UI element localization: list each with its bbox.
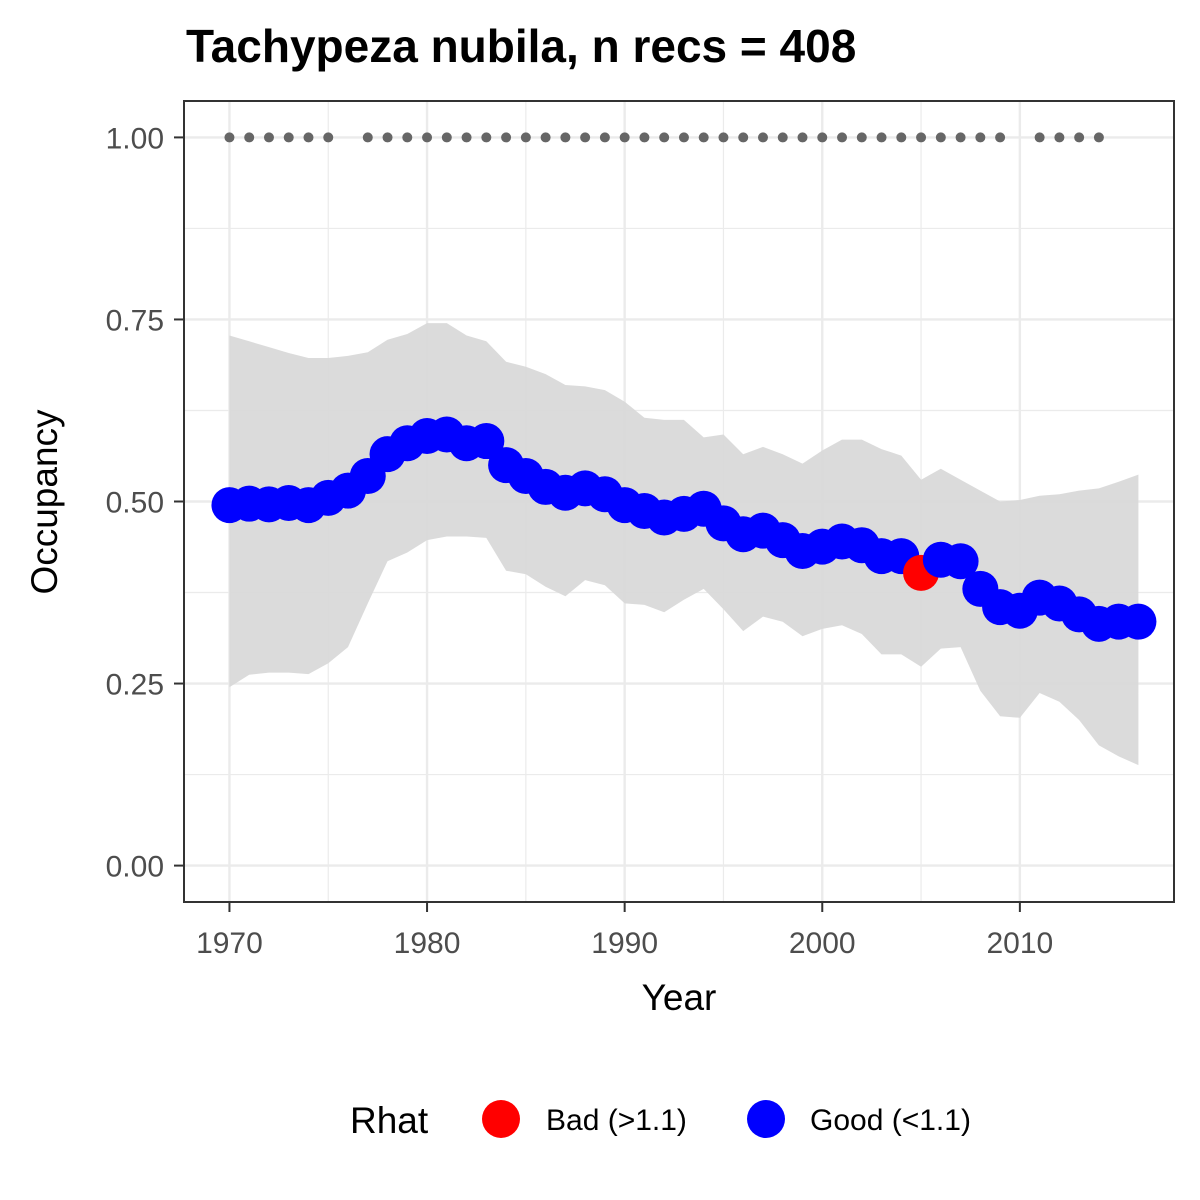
record-point <box>935 132 946 143</box>
legend-key-bad <box>482 1100 520 1138</box>
legend-label-good: Good (<1.1) <box>810 1104 971 1137</box>
record-point <box>560 132 571 143</box>
record-point <box>263 132 274 143</box>
record-point <box>422 132 433 143</box>
record-point <box>303 132 314 143</box>
record-point <box>817 132 828 143</box>
x-tick-label: 2000 <box>789 927 856 960</box>
y-tick-label: 0.50 <box>106 487 164 520</box>
legend-key-good <box>747 1100 785 1138</box>
x-tick-label: 1970 <box>196 927 263 960</box>
x-tick-label: 1990 <box>591 927 658 960</box>
record-point <box>738 132 749 143</box>
x-axis-ticks: 1970 1980 1990 2000 2010 <box>196 902 1053 960</box>
record-point <box>876 132 887 143</box>
record-point <box>896 132 907 143</box>
record-point <box>224 132 235 143</box>
record-point <box>362 132 373 143</box>
record-point <box>757 132 768 143</box>
legend-title: Rhat <box>350 1100 429 1141</box>
occupancy-points-layer <box>211 416 1157 642</box>
record-point <box>441 132 452 143</box>
x-axis-title: Year <box>642 977 717 1018</box>
occupancy-point-good <box>1120 603 1157 640</box>
record-point <box>955 132 966 143</box>
record-point <box>501 132 512 143</box>
legend-label-bad: Bad (>1.1) <box>546 1104 687 1137</box>
legend: Rhat Bad (>1.1) Good (<1.1) <box>350 1100 971 1141</box>
record-point <box>975 132 986 143</box>
record-point <box>540 132 551 143</box>
y-tick-label: 0.75 <box>106 304 164 337</box>
record-point <box>718 132 729 143</box>
record-point <box>402 132 413 143</box>
occupancy-point-good <box>468 423 505 460</box>
y-axis-title: Occupancy <box>24 409 65 595</box>
y-tick-label: 1.00 <box>106 122 164 155</box>
y-tick-label: 0.00 <box>106 851 164 884</box>
record-point <box>639 132 650 143</box>
chart-title: Tachypeza nubila, n recs = 408 <box>186 20 856 72</box>
record-point <box>461 132 472 143</box>
record-point <box>995 132 1006 143</box>
record-point <box>580 132 591 143</box>
plot-panel <box>183 100 1175 903</box>
record-point <box>520 132 531 143</box>
y-axis-ticks: 0.00 0.25 0.50 0.75 1.00 <box>106 122 184 884</box>
record-point <box>382 132 393 143</box>
record-point <box>1034 132 1045 143</box>
occupancy-point-good <box>942 543 979 580</box>
record-point <box>797 132 808 143</box>
record-point <box>283 132 294 143</box>
record-point <box>698 132 709 143</box>
record-point <box>777 132 788 143</box>
record-point <box>481 132 492 143</box>
x-tick-label: 2010 <box>986 927 1053 960</box>
record-point <box>1054 132 1065 143</box>
record-point <box>1093 132 1104 143</box>
record-points-layer <box>224 132 1104 143</box>
record-point <box>244 132 255 143</box>
record-point <box>323 132 334 143</box>
record-point <box>619 132 630 143</box>
record-point <box>678 132 689 143</box>
x-tick-label: 1980 <box>394 927 461 960</box>
record-point <box>916 132 927 143</box>
record-point <box>599 132 610 143</box>
record-point <box>659 132 670 143</box>
y-tick-label: 0.25 <box>106 669 164 702</box>
record-point <box>1074 132 1085 143</box>
record-point <box>856 132 867 143</box>
record-point <box>837 132 848 143</box>
